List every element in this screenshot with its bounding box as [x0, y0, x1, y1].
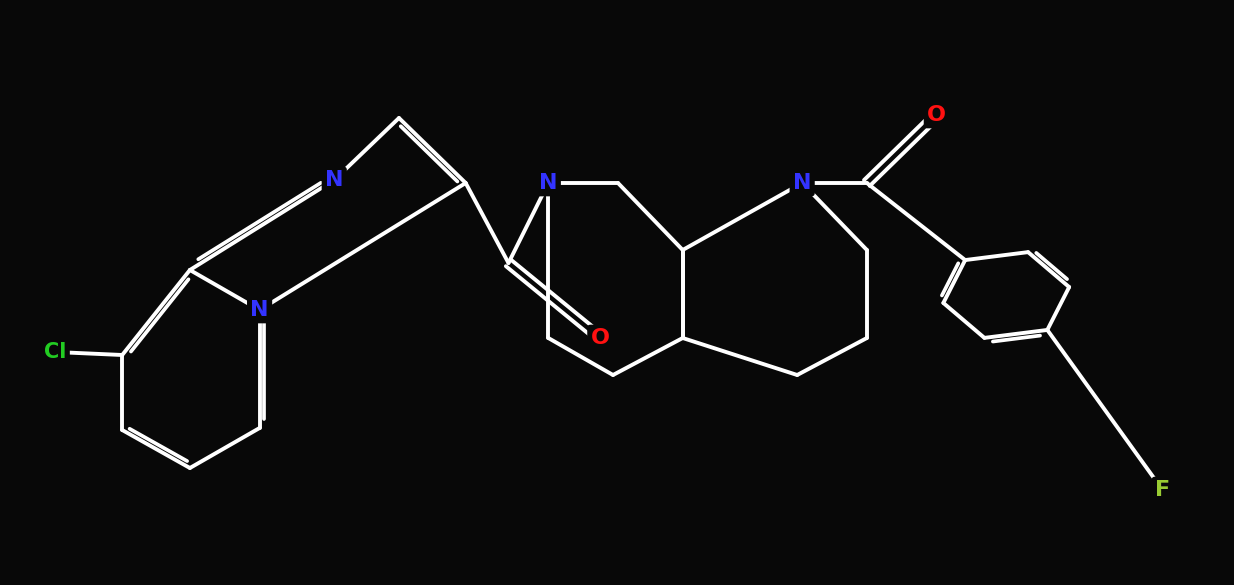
Text: N: N [325, 170, 343, 190]
Text: N: N [793, 173, 812, 193]
Text: O: O [927, 105, 946, 125]
Text: F: F [1155, 480, 1170, 500]
Text: N: N [539, 173, 558, 193]
Text: Cl: Cl [44, 342, 67, 362]
Text: N: N [251, 300, 269, 320]
Text: O: O [591, 328, 610, 348]
